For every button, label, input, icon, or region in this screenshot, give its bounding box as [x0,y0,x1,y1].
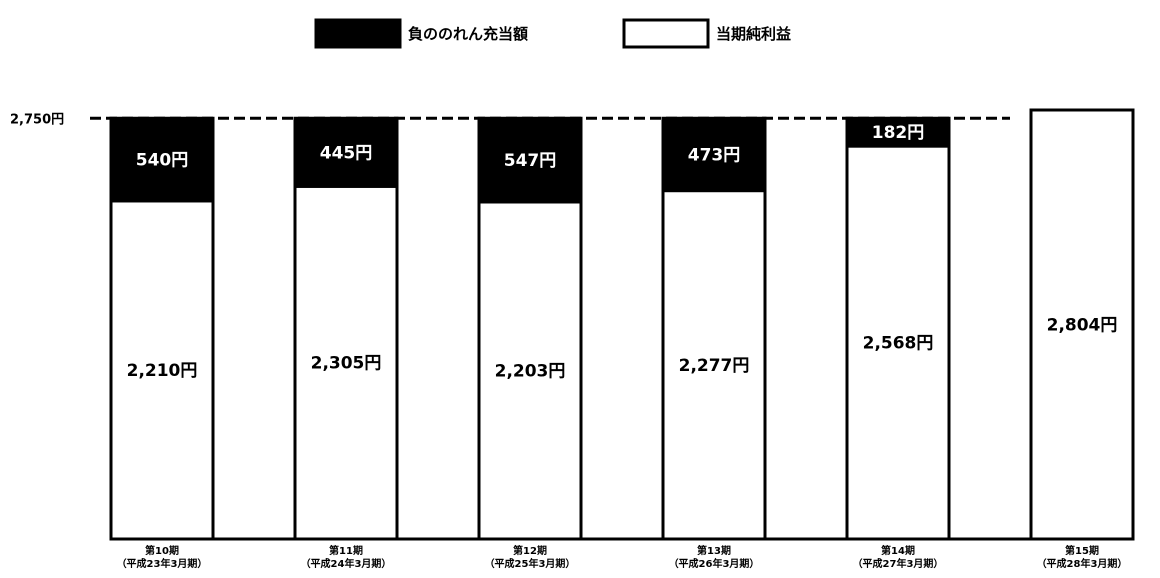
data-label-negative-goodwill-1: 445円 [320,143,373,163]
bar-net-income-5 [1029,108,1135,541]
data-label-net-income-5: 2,804円 [1047,316,1118,336]
bar-group-5: 2,804円 [1029,108,1135,541]
category-label-fiscal-year-2: （平成25年3月期） [485,557,576,570]
category-label-fiscal-year-1: （平成24年3月期） [301,557,392,570]
category-label-period-3: 第13期 [697,544,731,557]
data-label-negative-goodwill-0: 540円 [136,151,189,171]
bar-group-1: 2,305円 445円 [293,116,399,541]
legend-swatch-net-income [622,18,710,49]
legend-swatch-negative-goodwill [314,18,402,49]
data-label-net-income-0: 2,210円 [127,361,198,381]
category-label-period-2: 第12期 [513,544,547,557]
data-label-negative-goodwill-4: 182円 [872,123,925,143]
data-label-negative-goodwill-2: 547円 [504,151,557,171]
category-label-fiscal-year-4: （平成27年3月期） [853,557,944,570]
category-label-0: 第10期（平成23年3月期） [117,544,208,570]
bar-negative-goodwill-0 [109,116,215,203]
data-label-negative-goodwill-3: 473円 [688,145,741,165]
bar-negative-goodwill-3 [661,116,767,193]
category-label-2: 第12期（平成25年3月期） [485,544,576,570]
category-label-1: 第11期（平成24年3月期） [301,544,392,570]
category-label-period-0: 第10期 [145,544,179,557]
bar-group-3: 2,277円 473円 [661,116,767,541]
bar-group-2: 2,203円 547円 [477,116,583,541]
bar-group-0: 2,210円 540円 [109,116,215,541]
category-label-fiscal-year-3: （平成26年3月期） [669,557,760,570]
bar-net-income-0 [109,199,215,541]
category-label-period-1: 第11期 [329,544,363,557]
bar-group-4: 2,568円 182円 [845,116,951,541]
category-label-5: 第15期（平成28年3月期） [1037,544,1128,570]
legend: 負ののれん充当額 当期純利益 [314,18,791,49]
bar-negative-goodwill-2 [477,116,583,204]
data-label-net-income-3: 2,277円 [679,356,750,376]
category-label-4: 第14期（平成27年3月期） [853,544,944,570]
legend-label-net-income: 当期純利益 [716,25,791,43]
data-label-net-income-4: 2,568円 [863,334,934,354]
category-label-3: 第13期（平成26年3月期） [669,544,760,570]
category-label-period-4: 第14期 [881,544,915,557]
category-label-fiscal-year-0: （平成23年3月期） [117,557,208,570]
data-label-net-income-1: 2,305円 [311,354,382,374]
reference-line-label: 2,750円 [10,112,64,127]
legend-label-negative-goodwill: 負ののれん充当額 [408,25,528,43]
bar-negative-goodwill-1 [293,116,399,188]
data-label-net-income-2: 2,203円 [495,361,566,381]
category-label-period-5: 第15期 [1065,544,1099,557]
category-label-fiscal-year-5: （平成28年3月期） [1037,557,1128,570]
